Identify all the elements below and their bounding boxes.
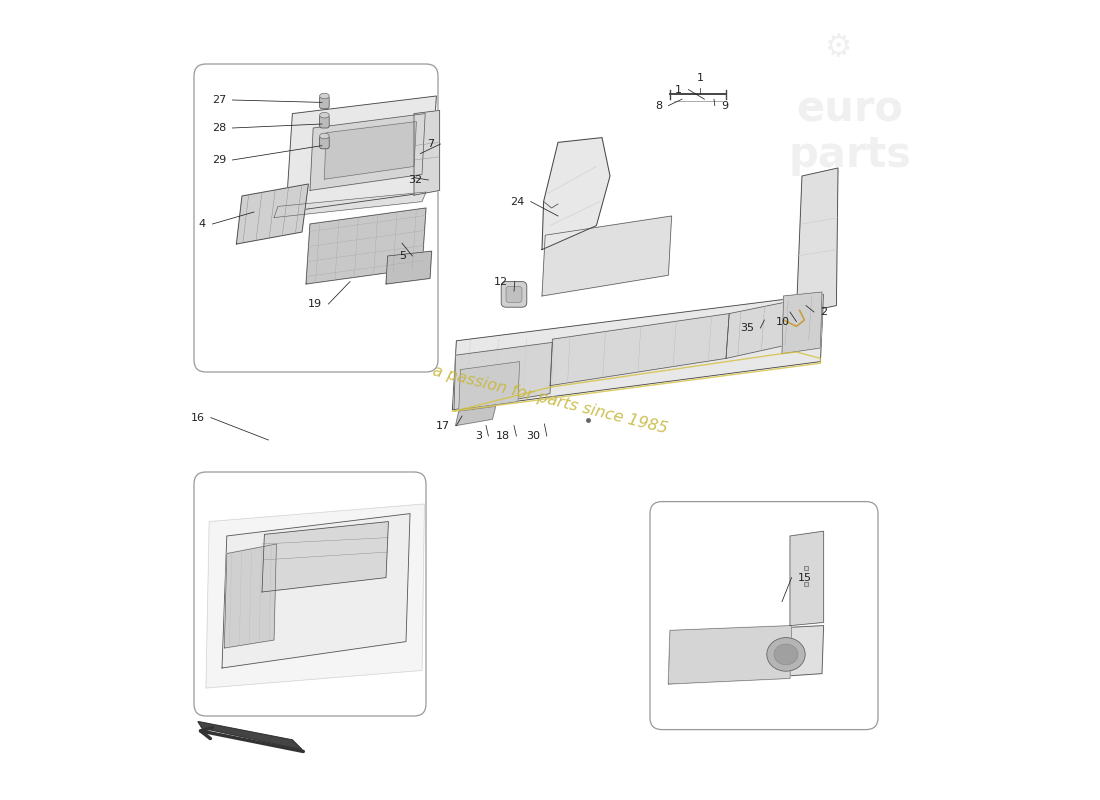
Text: 1: 1 — [675, 85, 682, 94]
Text: 29: 29 — [211, 155, 226, 165]
Text: 4: 4 — [199, 219, 206, 229]
Text: 18: 18 — [496, 431, 510, 441]
Polygon shape — [542, 138, 610, 250]
Polygon shape — [455, 406, 496, 426]
Text: 9: 9 — [722, 101, 728, 110]
Polygon shape — [222, 514, 410, 668]
Text: 7: 7 — [427, 139, 434, 149]
FancyBboxPatch shape — [502, 282, 527, 307]
Polygon shape — [236, 184, 308, 244]
Polygon shape — [782, 292, 822, 354]
Ellipse shape — [320, 134, 329, 138]
Text: 1: 1 — [697, 73, 704, 83]
FancyBboxPatch shape — [320, 136, 329, 149]
Polygon shape — [274, 192, 426, 218]
Polygon shape — [286, 96, 437, 212]
Text: 24: 24 — [510, 197, 525, 206]
Polygon shape — [324, 122, 417, 179]
Text: a passion for parts since 1985: a passion for parts since 1985 — [431, 363, 669, 437]
Text: 10: 10 — [776, 317, 790, 326]
Polygon shape — [669, 626, 824, 684]
Polygon shape — [224, 544, 276, 648]
Text: 27: 27 — [211, 95, 226, 105]
Text: ⚙: ⚙ — [824, 34, 851, 62]
Text: 16: 16 — [190, 413, 205, 422]
FancyBboxPatch shape — [320, 96, 329, 109]
Ellipse shape — [320, 94, 329, 98]
Text: 3: 3 — [475, 431, 482, 441]
Text: 30: 30 — [527, 431, 540, 441]
FancyBboxPatch shape — [320, 115, 329, 128]
Ellipse shape — [774, 644, 798, 665]
Polygon shape — [459, 362, 519, 410]
Polygon shape — [726, 294, 824, 358]
Polygon shape — [414, 110, 440, 195]
Polygon shape — [550, 314, 729, 386]
Polygon shape — [790, 531, 824, 626]
Text: 28: 28 — [211, 123, 226, 133]
Text: 15: 15 — [798, 573, 812, 582]
Polygon shape — [310, 114, 426, 190]
Polygon shape — [386, 251, 431, 284]
Polygon shape — [796, 168, 838, 314]
FancyBboxPatch shape — [506, 286, 522, 302]
Polygon shape — [206, 504, 425, 688]
FancyBboxPatch shape — [194, 64, 438, 372]
Polygon shape — [198, 722, 302, 750]
Text: euro
parts: euro parts — [789, 88, 912, 176]
Polygon shape — [306, 208, 426, 284]
Text: 2: 2 — [821, 307, 827, 317]
Polygon shape — [454, 342, 552, 410]
Polygon shape — [262, 522, 388, 592]
Text: 32: 32 — [408, 175, 422, 185]
Ellipse shape — [767, 638, 805, 671]
Text: 17: 17 — [436, 421, 450, 430]
FancyBboxPatch shape — [194, 472, 426, 716]
Text: 12: 12 — [494, 277, 508, 286]
Text: 19: 19 — [308, 299, 322, 309]
FancyBboxPatch shape — [650, 502, 878, 730]
Text: 5: 5 — [399, 251, 406, 261]
Polygon shape — [542, 216, 672, 296]
Polygon shape — [669, 626, 792, 684]
Polygon shape — [452, 294, 824, 410]
Text: 8: 8 — [654, 101, 662, 110]
Ellipse shape — [320, 113, 329, 118]
Text: 35: 35 — [740, 323, 754, 333]
